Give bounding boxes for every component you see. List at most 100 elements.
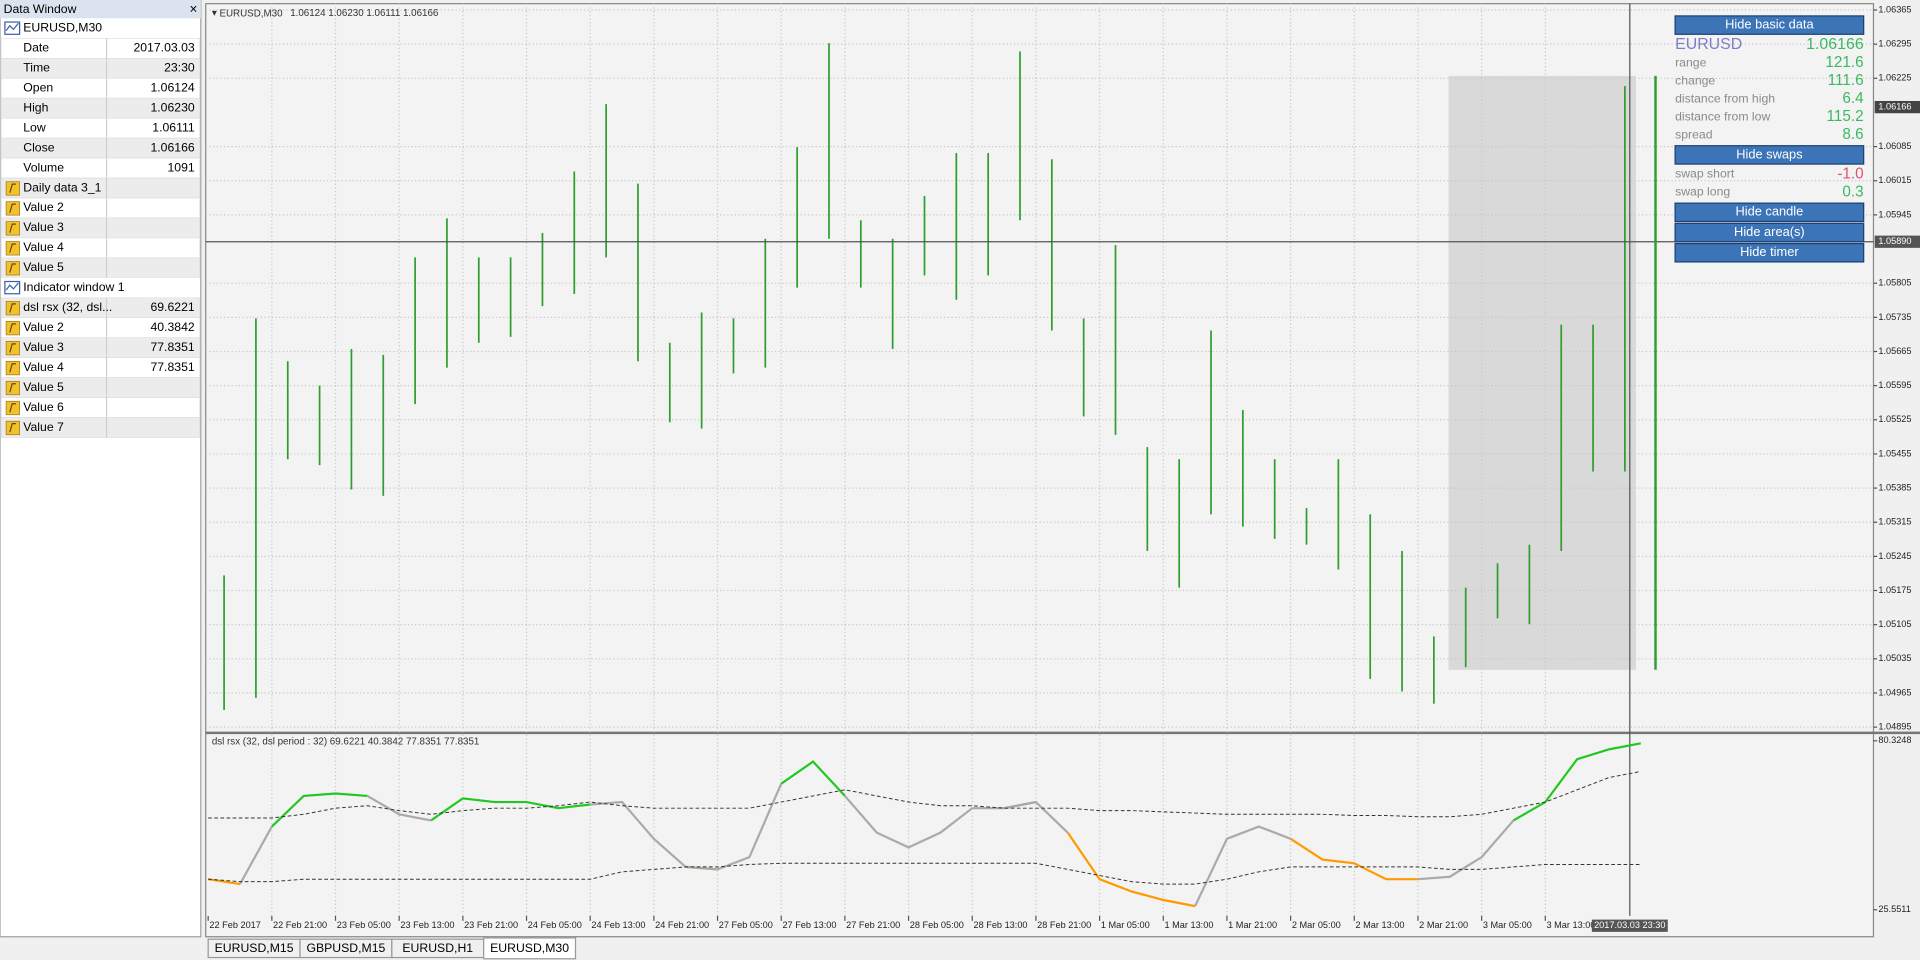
row-value: 69.6221 <box>150 300 194 314</box>
x-tick-label: 2 Mar 21:00 <box>1419 920 1468 930</box>
indicator-icon-f <box>9 303 16 313</box>
close-button[interactable]: × <box>190 1 198 16</box>
y-tick-label: 1.05805 <box>1878 278 1911 288</box>
stat-value: 111.6 <box>1828 72 1864 89</box>
indicator-icon-f <box>9 423 16 433</box>
row-label: Value 3 <box>23 220 64 234</box>
x-tick-label: 28 Feb 21:00 <box>1037 920 1091 930</box>
tab-label[interactable]: EURUSD,M30 <box>490 941 569 955</box>
button-label[interactable]: Hide basic data <box>1725 16 1814 31</box>
x-tick-label: 1 Mar 21:00 <box>1228 920 1277 930</box>
tab-label[interactable]: GBPUSD,M15 <box>306 941 385 955</box>
row-label: Value 6 <box>23 400 64 414</box>
x-tick-label: 27 Feb 05:00 <box>719 920 773 930</box>
button[interactable] <box>1674 242 1865 263</box>
indicator-label: dsl rsx (32, dsl period : 32) 69.6221 40… <box>212 737 480 748</box>
info-panel: Hide basic data EURUSD 1.06166 range 121.6 ch… <box>1674 15 1865 263</box>
stat-label: change <box>1675 73 1715 87</box>
row-value: 1.06230 <box>150 100 194 114</box>
current-price-box <box>1874 100 1920 114</box>
y-tick-label: 1.05735 <box>1878 312 1911 322</box>
stat-value: 8.6 <box>1842 126 1863 143</box>
stat-value: 115.2 <box>1827 108 1864 125</box>
stat-label: spread <box>1675 127 1713 141</box>
y-tick-label: 1.06225 <box>1878 73 1911 83</box>
x-tick-label: 1 Mar 05:00 <box>1101 920 1150 930</box>
y-tick-label: 1.06085 <box>1878 141 1911 151</box>
row-value: 1.06124 <box>150 80 194 94</box>
indicator-icon-f <box>9 223 16 233</box>
row-label: Close <box>23 140 54 154</box>
x-tick-label: 23 Feb 21:00 <box>464 920 518 930</box>
button[interactable] <box>1674 222 1865 243</box>
y-tick-label: 1.04895 <box>1878 722 1911 732</box>
stat-value: 121.6 <box>1825 54 1863 71</box>
button-label[interactable]: Hide swaps <box>1736 146 1802 161</box>
row-value: 2017.03.03 <box>133 41 194 55</box>
y-tick-label: 1.04965 <box>1878 687 1911 697</box>
tab-label[interactable]: EURUSD,M15 <box>215 941 294 955</box>
crosshair-price-label: 1.05890 <box>1878 236 1911 246</box>
button[interactable] <box>1674 145 1865 165</box>
x-tick-label: 3 Mar 13:00 <box>1547 920 1596 930</box>
tab-label[interactable]: EURUSD,H1 <box>402 941 473 955</box>
row-label: Open <box>23 80 53 94</box>
button-label[interactable]: Hide candle <box>1735 204 1803 219</box>
row-label: Value 5 <box>23 260 64 274</box>
y-tick-label: 1.05105 <box>1878 619 1911 629</box>
row-value: 77.8351 <box>150 360 194 374</box>
swap-label: swap long <box>1675 185 1730 199</box>
stat-value: 6.4 <box>1842 90 1864 107</box>
row-label: Value 2 <box>23 320 64 334</box>
data-window-title: Data Window <box>4 2 77 16</box>
data-window-rows: EURUSD,M30 Date 2017.03.03 Time 23:30 Open 1.0… <box>0 18 200 438</box>
button-label[interactable]: Hide area(s) <box>1734 224 1805 239</box>
button-label[interactable]: Hide timer <box>1740 244 1799 259</box>
row-value: 1.06166 <box>150 140 194 154</box>
y-tick-label: 25.5511 <box>1878 904 1910 914</box>
y-tick-label: 1.05035 <box>1878 653 1911 663</box>
row-value: 1.06111 <box>152 120 195 134</box>
indicator-icon-f <box>9 343 16 353</box>
crosshair-time-label: 2017.03.03 23:30 <box>1594 920 1665 930</box>
row-label: Value 2 <box>23 200 64 214</box>
x-tick-label: 27 Feb 13:00 <box>782 920 836 930</box>
tabs: EURUSD,M15 GBPUSD,M15 EURUSD,H1 EURUSD,M30 <box>207 937 577 960</box>
button[interactable] <box>1674 202 1865 223</box>
row-label: dsl rsx (32, dsl... <box>23 300 112 314</box>
section-row <box>1 277 200 298</box>
row-label: Value 3 <box>23 340 64 354</box>
indicator-icon-f <box>9 263 16 273</box>
row-label: Value 7 <box>23 420 64 434</box>
row-value: 23:30 <box>164 60 195 74</box>
row-value: 77.8351 <box>150 340 194 354</box>
day-area <box>1448 75 1636 670</box>
indicator-icon-f <box>9 243 16 253</box>
y-tick-label: 80.3248 <box>1878 735 1911 745</box>
x-tick-label: 3 Mar 05:00 <box>1483 920 1532 930</box>
row-label: Value 4 <box>23 360 64 374</box>
row-label: Value 4 <box>23 240 64 254</box>
symbol: EURUSD,M30 <box>219 8 283 19</box>
indicator-icon-f <box>9 403 16 413</box>
indicator-icon-f <box>9 183 16 193</box>
row-label: Date <box>23 41 49 55</box>
x-tick-label: 24 Feb 21:00 <box>655 920 709 930</box>
y-tick-label: 1.05175 <box>1878 585 1911 595</box>
rsx-line <box>208 862 1641 885</box>
section-title: EURUSD,M30 <box>23 21 102 35</box>
y-tick-label: 1.05315 <box>1878 517 1911 527</box>
button[interactable] <box>1674 15 1865 35</box>
x-tick-label: 22 Feb 2017 <box>209 920 261 930</box>
x-tick-label: 23 Feb 05:00 <box>337 920 391 930</box>
crosshair-time-box <box>1591 919 1668 932</box>
swap-value: -1.0 <box>1837 166 1863 183</box>
x-tick-label: 2 Mar 13:00 <box>1356 920 1405 930</box>
chart-header-ohlc: 1.06124 1.06230 1.06111 1.06166 <box>290 8 439 19</box>
y-tick-label: 1.06295 <box>1878 39 1911 49</box>
indicator-icon-f <box>9 363 16 373</box>
y-tick-label: 1.05455 <box>1878 448 1911 458</box>
row-label: Low <box>23 120 46 134</box>
tab[interactable] <box>483 937 577 960</box>
